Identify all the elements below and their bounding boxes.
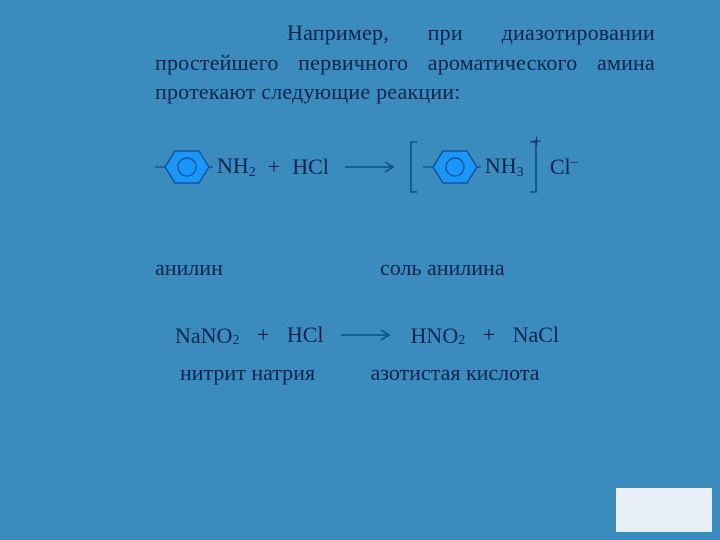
reaction-2: NaNO2 + HCl HNO2 + NaCl: [175, 320, 695, 349]
hno2-text: HNO2: [411, 321, 466, 346]
plus-sign: +: [268, 154, 280, 179]
reaction-1: NH2 + HCl NH3 + Cl–: [155, 140, 675, 210]
nacl-text: NaCl: [513, 322, 559, 347]
benzene-icon: [423, 148, 481, 186]
reaction-2-labels: нитрит натрия азотистая кислота: [180, 360, 700, 386]
nh2-text: NH2: [217, 153, 256, 178]
hcl-text: HCl: [292, 154, 329, 179]
aniline-label: анилин: [155, 255, 223, 280]
nitrous-acid-label: азотистая кислота: [371, 360, 540, 385]
aniline-salt-label: соль анилина: [380, 255, 505, 281]
arrow-icon: [339, 326, 395, 344]
corner-marker: [616, 488, 712, 532]
intro-paragraph: Например, при диазотировании простейшего…: [155, 18, 655, 107]
plus-sign: +: [483, 322, 495, 347]
charge-text: +: [532, 131, 542, 151]
bracket-left-icon: [409, 140, 419, 194]
arrow-icon: [343, 158, 399, 176]
benzene-icon: [155, 148, 213, 186]
plus-sign: +: [257, 322, 269, 347]
cl-text: Cl–: [550, 154, 578, 179]
nano2-text: NaNO2: [175, 321, 239, 346]
hcl-text: HCl: [287, 322, 324, 347]
sodium-nitrite-label: нитрит натрия: [180, 360, 365, 386]
nh3-text: NH3: [485, 153, 524, 178]
reaction-1-labels: анилин соль анилина: [155, 255, 675, 281]
